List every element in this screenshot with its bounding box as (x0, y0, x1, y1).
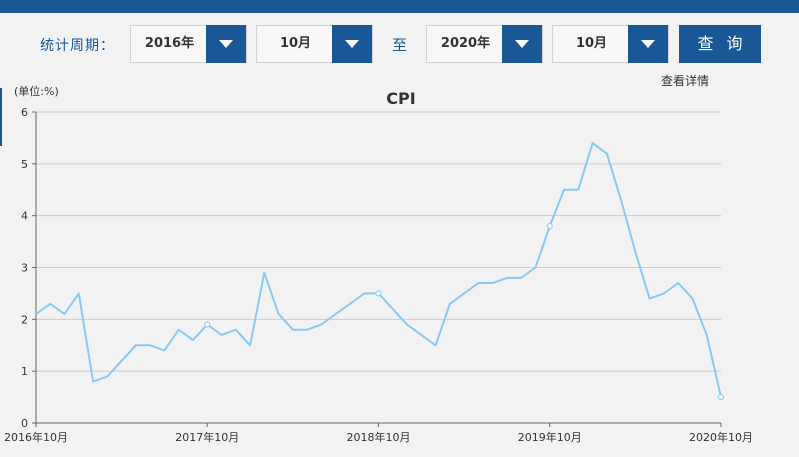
start-month-dropdown-button[interactable] (332, 25, 372, 63)
x-tick-label: 2017年10月 (175, 430, 239, 444)
cpi-series-line (35, 142, 722, 398)
chevron-down-icon (641, 40, 655, 48)
query-button[interactable]: 查 询 (679, 25, 761, 63)
data-point (546, 223, 553, 230)
data-point (375, 290, 382, 297)
x-tick-label: 2019年10月 (518, 430, 582, 444)
left-accent-bar (0, 88, 2, 146)
chart-title: CPI (386, 89, 415, 108)
end-month-select[interactable]: 10月 (552, 25, 669, 63)
end-year-dropdown-button[interactable] (502, 25, 542, 63)
chevron-down-icon (219, 40, 233, 48)
cpi-line-chart: (单位:%) CPI 0 1 2 3 4 5 6 2016年10月 2017年10月 2018年1… (4, 84, 753, 444)
x-tick-label: 2018年10月 (347, 430, 411, 444)
chevron-down-icon (345, 40, 359, 48)
unit-label: (单位:%) (14, 84, 59, 98)
end-month-dropdown-button[interactable] (628, 25, 668, 63)
end-year-select[interactable]: 2020年 (426, 25, 543, 63)
data-point (204, 321, 211, 328)
start-year-value: 2016年 (144, 36, 195, 51)
chevron-down-icon (515, 40, 529, 48)
end-month-value: 10月 (575, 36, 608, 51)
start-year-dropdown-button[interactable] (206, 25, 246, 63)
data-point (718, 394, 724, 401)
start-month-select[interactable]: 10月 (256, 25, 373, 63)
y-tick-label: 2 (21, 313, 28, 326)
top-banner (0, 0, 799, 13)
x-tick-label: 2016年10月 (4, 430, 68, 444)
y-tick-label: 0 (21, 417, 28, 430)
view-details-link[interactable]: 查看详情 (661, 74, 710, 88)
start-month-value: 10月 (279, 36, 312, 51)
y-tick-label: 1 (21, 365, 28, 378)
period-label: 统计周期： (40, 38, 115, 54)
y-tick-label: 3 (21, 262, 28, 275)
y-tick-label: 4 (21, 210, 28, 223)
start-year-select[interactable]: 2016年 (130, 25, 247, 63)
range-separator: 至 (392, 36, 408, 54)
x-tick-label: 2020年10月 (689, 430, 753, 444)
end-year-value: 2020年 (440, 36, 491, 51)
y-tick-label: 5 (21, 158, 28, 171)
y-tick-label: 6 (21, 106, 28, 119)
